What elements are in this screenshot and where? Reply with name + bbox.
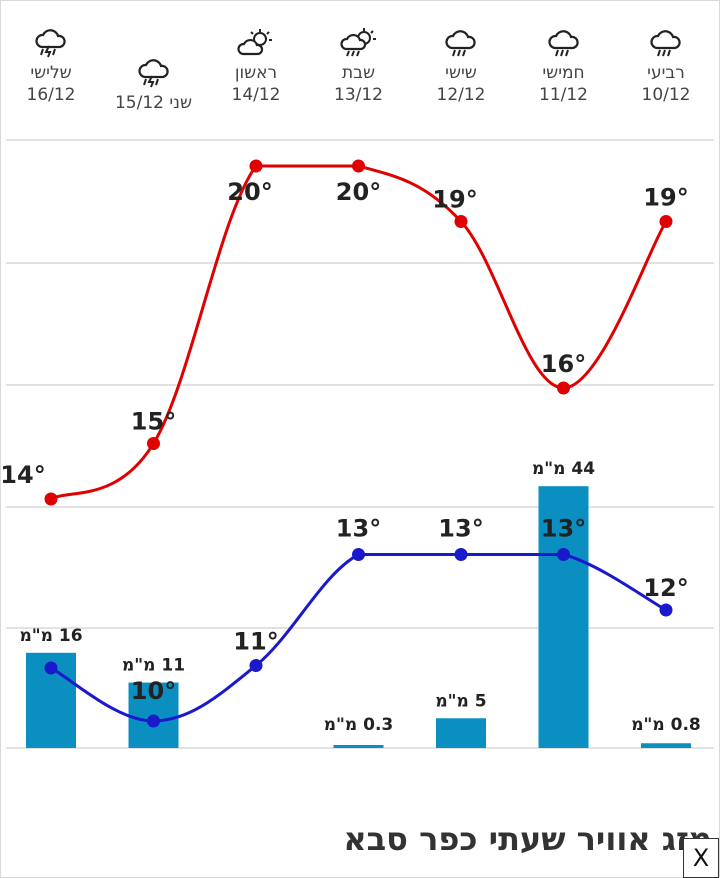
high-temp-line (50, 164, 668, 501)
high-temp-label: 19° (432, 186, 477, 214)
day-label: שני (169, 93, 193, 113)
partly-cloudy-icon (206, 28, 306, 62)
low-temp-point (249, 659, 263, 672)
day-label: שלישי (30, 63, 72, 83)
precip-bar (641, 743, 691, 748)
precip-label: 5 מ"מ (435, 691, 486, 711)
high-temp-label: 16° (541, 350, 586, 378)
low-temp-label: 13° (438, 515, 483, 543)
day-date: 14/12 (231, 85, 281, 105)
day-column: שלישי 16/12 (1, 28, 101, 106)
precip-bar (436, 718, 486, 748)
high-temp-label: 19° (643, 184, 688, 212)
day-column: שני 15/12 (104, 58, 204, 114)
rain-icon (411, 28, 511, 62)
low-temp-point (147, 714, 160, 728)
day-label-date: שני 15/12 (104, 92, 204, 114)
day-date: 16/12 (26, 85, 76, 105)
high-temp-point (659, 215, 673, 228)
day-label: ראשון (234, 63, 278, 83)
precip-bar (333, 745, 384, 748)
low-temp-point (454, 548, 468, 561)
rain-icon (514, 28, 614, 62)
high-temp-point (557, 381, 570, 395)
precip-label: 44 מ"מ (532, 459, 595, 479)
day-column: ראשון 14/12 (206, 28, 306, 106)
precip-bar (538, 486, 589, 748)
day-date: 10/12 (641, 85, 691, 105)
precip-label: 11 מ"מ (122, 656, 185, 676)
day-label: רביעי (647, 63, 685, 83)
high-temp-point (454, 215, 468, 228)
high-temp-point (352, 159, 365, 173)
low-temp-point (659, 603, 673, 617)
day-date: 11/12 (539, 85, 588, 105)
high-temp-label: 20° (336, 178, 381, 206)
precip-label: 16 מ"מ (19, 626, 82, 646)
day-column: חמישי 11/12 (514, 28, 614, 106)
low-temp-label: 13° (336, 515, 381, 543)
day-column: רביעי 10/12 (616, 28, 716, 106)
forecast-chart: 19° 16° 19° 20° 20° 15° 14° 12° 13° 13° 13° 11° 10° 0… (0, 139, 714, 749)
low-temp-point (44, 661, 58, 675)
high-temp-point (147, 437, 160, 450)
high-temp-point (249, 159, 263, 173)
sun-cloud-rain-icon (309, 28, 409, 62)
high-temp-point (44, 492, 58, 506)
rain-icon (616, 28, 716, 62)
high-temp-label: 20° (227, 178, 272, 206)
low-temp-label: 11° (233, 628, 278, 656)
high-temp-label: 14° (0, 461, 45, 489)
day-label: חמישי (542, 63, 585, 83)
thunderstorm-icon (1, 28, 101, 62)
low-temp-label: 13° (541, 515, 586, 543)
day-date: 15/12 (114, 93, 170, 113)
low-temp-label: 10° (131, 677, 176, 705)
low-temp-point (557, 548, 570, 561)
low-temp-label: 12° (643, 574, 688, 602)
day-column: שבת 13/12 (309, 28, 409, 106)
day-date: 12/12 (436, 85, 486, 105)
low-temp-point (352, 548, 365, 561)
thunderstorm-icon (104, 58, 204, 92)
close-button[interactable]: X (683, 838, 719, 878)
day-date: 13/12 (334, 85, 383, 105)
high-temp-label: 15° (131, 408, 176, 436)
day-label: שישי (445, 63, 477, 83)
section-title: מזג אוויר שעתי כפר סבא (343, 820, 712, 858)
precip-label: 0.3 מ"מ (324, 715, 394, 735)
precip-label: 0.8 מ"מ (631, 715, 701, 735)
day-column: שישי 12/12 (411, 28, 511, 106)
day-label: שבת (341, 63, 376, 83)
